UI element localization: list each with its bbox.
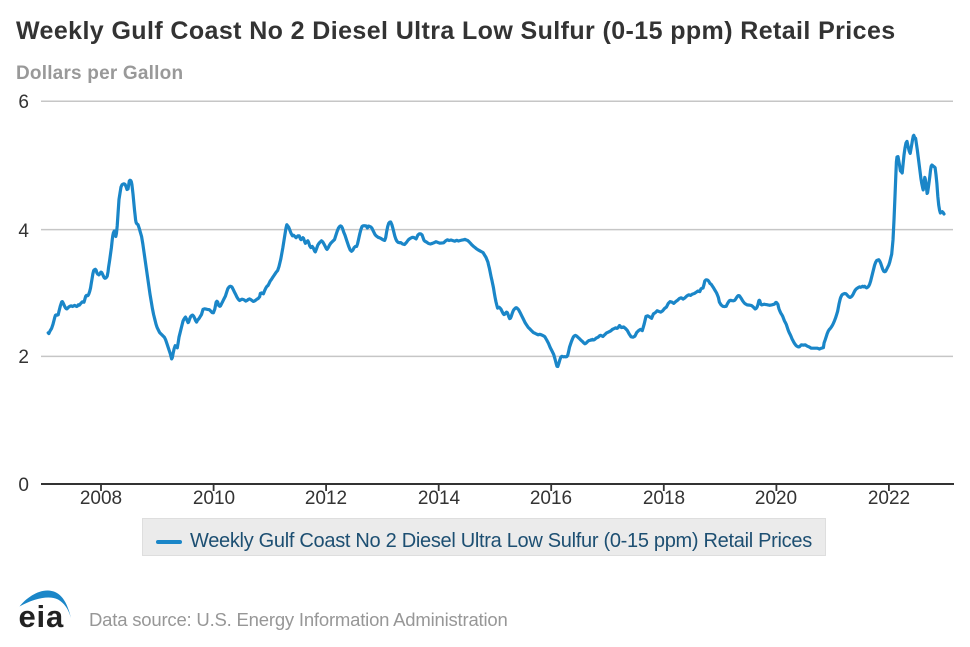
svg-text:eia: eia (19, 599, 65, 634)
